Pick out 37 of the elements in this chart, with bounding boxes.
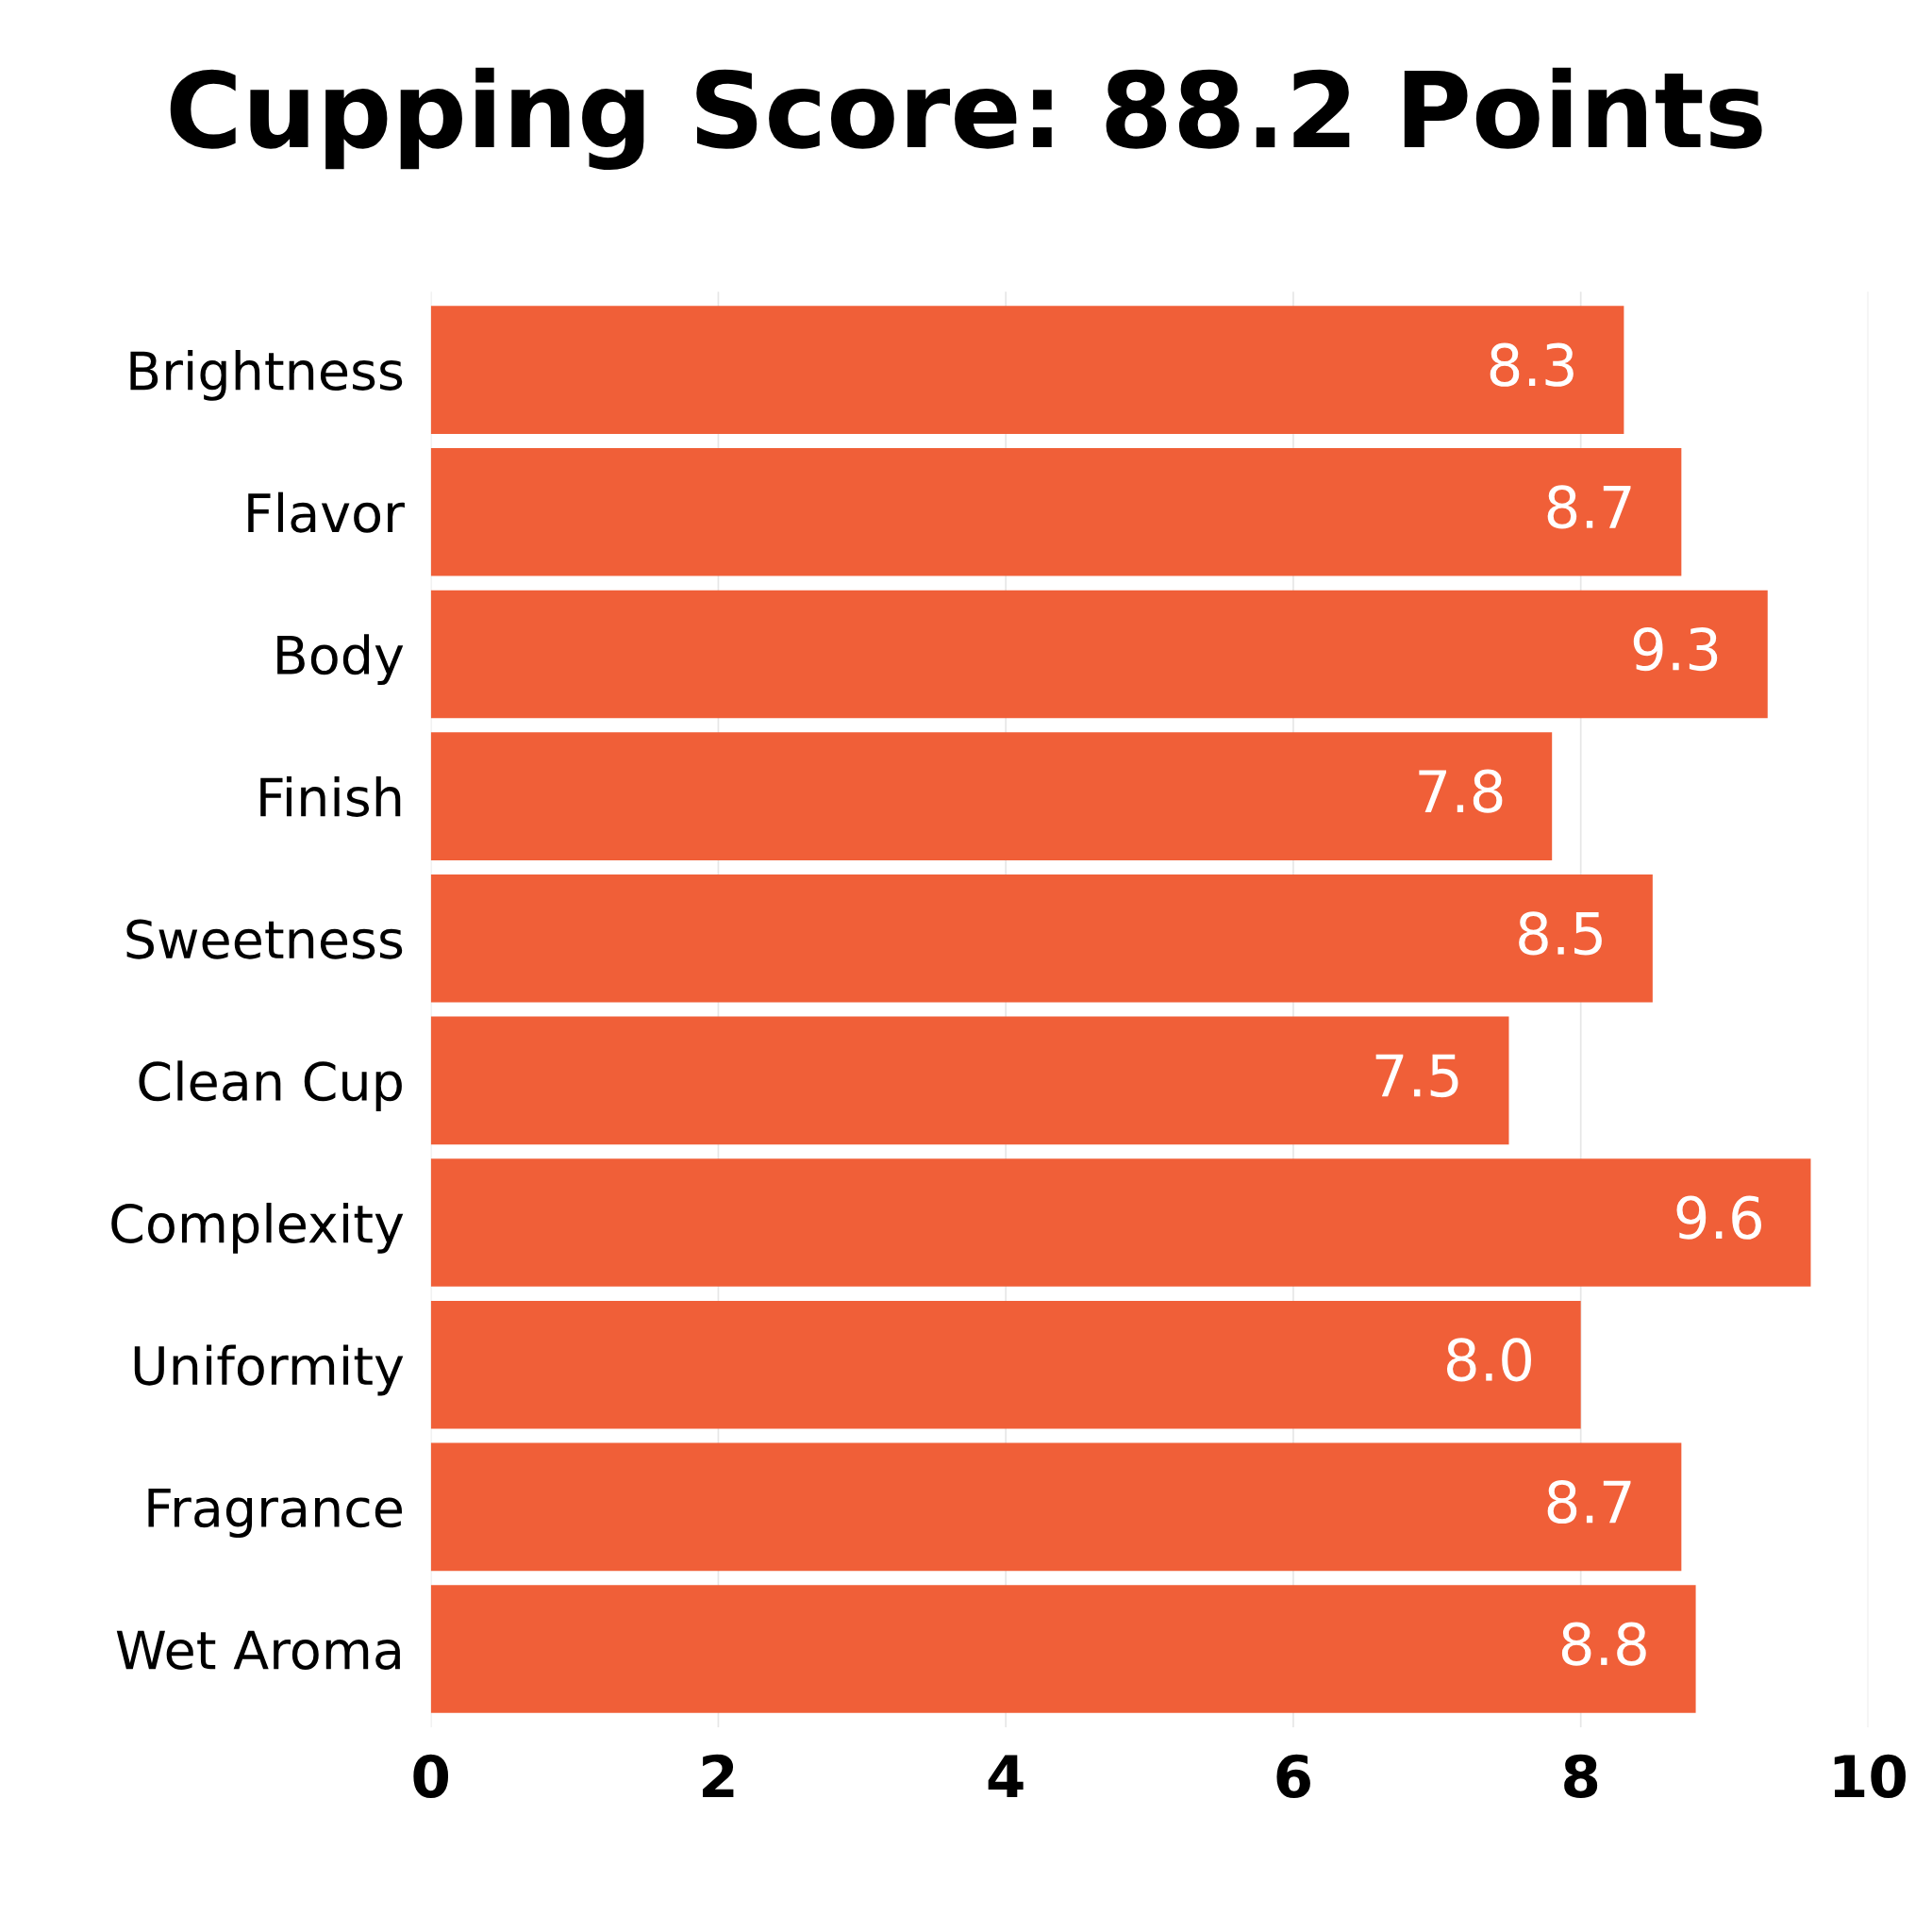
data-label: 9.3	[1633, 626, 1718, 672]
bar	[430, 1158, 1811, 1287]
data-label: 8.5	[1519, 911, 1602, 956]
y-tick-label: Sweetness	[126, 919, 403, 959]
y-tick-label: Clean Cup	[139, 1060, 402, 1112]
data-label: 8.8	[1561, 1622, 1646, 1666]
chart-title: Cupping Score: 88.2 Points	[170, 67, 1762, 171]
bar	[430, 1585, 1696, 1713]
bar	[430, 590, 1768, 719]
bar	[430, 874, 1653, 1003]
data-label: 8.3	[1490, 342, 1574, 387]
data-label: 7.5	[1375, 1054, 1458, 1098]
bar	[430, 1300, 1581, 1429]
data-label: 8.7	[1547, 1479, 1631, 1524]
x-tick-label: 0	[413, 1754, 449, 1798]
data-label: 7.8	[1419, 769, 1503, 813]
y-tick-label: Wet Aroma	[116, 1630, 400, 1670]
bar	[430, 1016, 1509, 1145]
y-tick-label: Flavor	[248, 491, 405, 533]
y-tick-label: Finish	[260, 775, 401, 817]
bar	[430, 1442, 1682, 1572]
x-tick-label: 6	[1276, 1754, 1310, 1798]
bar	[430, 447, 1682, 576]
x-tick-label: 8	[1564, 1754, 1598, 1798]
y-tick-label: Brightness	[130, 350, 403, 401]
data-label: 8.7	[1547, 485, 1631, 529]
y-tick-label: Fragrance	[148, 1488, 402, 1539]
y-tick-label: Body	[277, 634, 404, 686]
x-tick-label: 10	[1834, 1754, 1907, 1798]
bar	[430, 732, 1553, 860]
data-label: 8.0	[1446, 1338, 1531, 1382]
bar	[430, 306, 1624, 434]
x-tick-label: 2	[703, 1754, 734, 1798]
x-tick-label: 4	[988, 1755, 1024, 1798]
y-tick-label: Complexity	[111, 1202, 404, 1254]
data-label: 9.6	[1676, 1195, 1761, 1240]
y-tick-label: Uniformity	[134, 1344, 404, 1396]
